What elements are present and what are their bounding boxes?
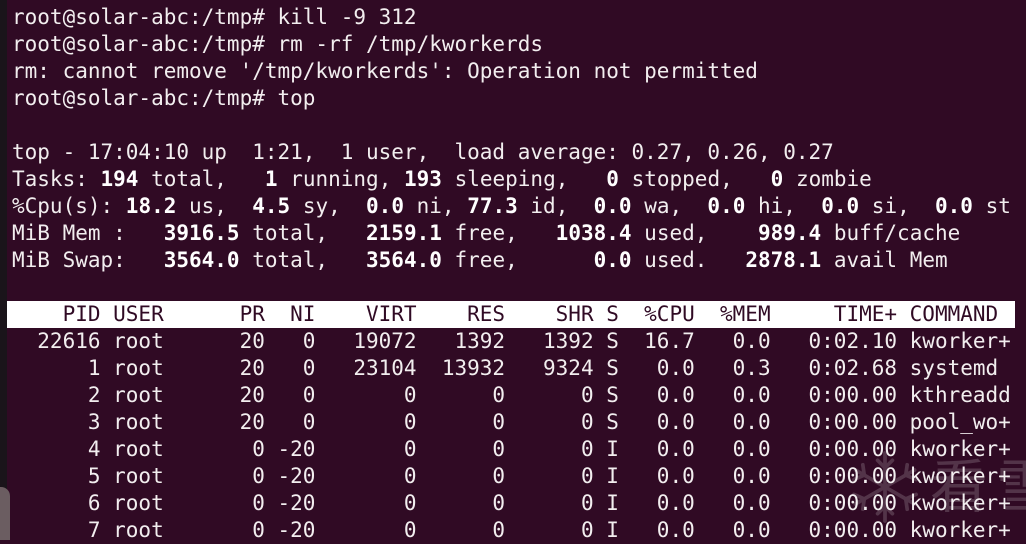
terminal-text: 4 root 0 -20 0 0 0 I 0.0 0.0 0:00.00 kwo… [12, 437, 1011, 461]
terminal-text-bold: 193 [403, 167, 442, 191]
terminal-line: 1 root 20 0 23104 13932 9324 S 0.0 0.3 0… [12, 355, 1026, 382]
terminal-line: root@solar-abc:/tmp# top [12, 85, 1026, 112]
terminal-text-bold: 989.4 [757, 221, 822, 245]
terminal-text-bold: 2159.1 [366, 221, 442, 245]
terminal-text: 1 root 20 0 23104 13932 9324 S 0.0 0.3 0… [12, 356, 999, 380]
terminal-line [12, 112, 1026, 139]
terminal-text-bold: 2878.1 [745, 248, 822, 272]
terminal-line: rm: cannot remove '/tmp/kworkerds': Oper… [12, 58, 1026, 85]
process-table-header-row: PID USER PR NI VIRT RES SHR S %CPU %MEM … [7, 301, 1015, 328]
terminal-line: MiB Mem : 3916.5 total, 2159.1 free, 103… [12, 220, 1026, 247]
terminal-text: Tasks: [12, 167, 101, 191]
terminal-text-bold: 4.5 [252, 194, 291, 218]
terminal-text: stopped, [618, 167, 771, 191]
terminal-line: 5 root 0 -20 0 0 0 I 0.0 0.0 0:00.00 kwo… [12, 463, 1026, 490]
terminal-text: 7 root 0 -20 0 0 0 I 0.0 0.0 0:00.00 kwo… [12, 518, 1011, 542]
terminal-text: si, [859, 194, 936, 218]
terminal-text: %Cpu(s): [12, 194, 126, 218]
terminal-text: root@solar-abc:/tmp# kill -9 312 [12, 5, 417, 29]
terminal-text: id, [517, 194, 594, 218]
terminal-text: 2 root 20 0 0 0 0 S 0.0 0.0 0:00.00 kthr… [12, 383, 1011, 407]
terminal-text: total, [239, 221, 367, 245]
terminal-text-bold: 0.0 [935, 194, 973, 218]
terminal-text-bold: 3916.5 [163, 221, 240, 245]
terminal-text-bold: 0.0 [707, 194, 746, 218]
terminal-text: ni, [403, 194, 468, 218]
window-edge-strip [0, 0, 7, 540]
terminal-text: wa, [631, 194, 708, 218]
terminal-text-bold: 18.2 [125, 194, 177, 218]
terminal-line: root@solar-abc:/tmp# kill -9 312 [12, 4, 1026, 31]
terminal-line: %Cpu(s): 18.2 us, 4.5 sy, 0.0 ni, 77.3 i… [12, 193, 1026, 220]
terminal-text: avail Mem [821, 248, 948, 272]
terminal-line: 4 root 0 -20 0 0 0 I 0.0 0.0 0:00.00 kwo… [12, 436, 1026, 463]
terminal-text: top - 17:04:10 up 1:21, 1 user, load ave… [12, 140, 834, 164]
terminal-text-bold: 0.0 [593, 248, 632, 272]
terminal-text-bold: 194 [100, 167, 139, 191]
background-window-corner [0, 487, 10, 540]
terminal-text: zombie [783, 167, 872, 191]
terminal-text-bold: 0.0 [366, 194, 404, 218]
terminal-text: PID USER PR NI VIRT RES SHR S %CPU %MEM … [12, 302, 1011, 326]
terminal-text: total, [138, 167, 265, 191]
terminal-text: running, [277, 167, 404, 191]
terminal-text: used. [631, 248, 746, 272]
terminal-text: 6 root 0 -20 0 0 0 I 0.0 0.0 0:00.00 kwo… [12, 491, 1011, 515]
terminal-text-bold: 0.0 [593, 194, 632, 218]
terminal-text: 3 root 20 0 0 0 0 S 0.0 0.0 0:00.00 pool… [12, 410, 1011, 434]
terminal-line: 7 root 0 -20 0 0 0 I 0.0 0.0 0:00.00 kwo… [12, 517, 1026, 544]
terminal-line: 3 root 20 0 0 0 0 S 0.0 0.0 0:00.00 pool… [12, 409, 1026, 436]
terminal-text: rm: cannot remove '/tmp/kworkerds': Oper… [12, 59, 758, 83]
terminal-line: root@solar-abc:/tmp# rm -rf /tmp/kworker… [12, 31, 1026, 58]
terminal-text: used, [631, 221, 758, 245]
terminal-text: us, [176, 194, 253, 218]
terminal-text: hi, [745, 194, 822, 218]
terminal-text-bold: 77.3 [467, 194, 518, 218]
terminal-text: MiB Mem : [12, 221, 164, 245]
terminal-text: free, [441, 248, 594, 272]
terminal-text-bold: 0 [606, 167, 619, 191]
terminal-text: 22616 root 20 0 19072 1392 1392 S 16.7 0… [12, 329, 1011, 353]
terminal-line [12, 274, 1026, 301]
terminal-text: st [972, 194, 1011, 218]
terminal-line: Tasks: 194 total, 1 running, 193 sleepin… [12, 166, 1026, 193]
terminal-text-bold: 3564.0 [366, 248, 442, 272]
terminal-text: root@solar-abc:/tmp# rm -rf /tmp/kworker… [12, 32, 544, 56]
terminal-text: MiB Swap: [12, 248, 164, 272]
terminal-line: MiB Swap: 3564.0 total, 3564.0 free, 0.0… [12, 247, 1026, 274]
terminal-text: free, [441, 221, 556, 245]
terminal-text: total, [239, 248, 367, 272]
terminal-text-bold: 0.0 [821, 194, 860, 218]
terminal-text: root@solar-abc:/tmp# top [12, 86, 316, 110]
terminal-text-bold: 3564.0 [163, 248, 240, 272]
terminal-text-bold: 0 [770, 167, 784, 191]
terminal-line: 2 root 20 0 0 0 0 S 0.0 0.0 0:00.00 kthr… [12, 382, 1026, 409]
terminal-text: 5 root 0 -20 0 0 0 I 0.0 0.0 0:00.00 kwo… [12, 464, 1011, 488]
terminal-line: 22616 root 20 0 19072 1392 1392 S 16.7 0… [12, 328, 1026, 355]
terminal-text-bold: 1 [264, 167, 278, 191]
terminal-text-bold: 1038.4 [555, 221, 632, 245]
terminal-text: buff/cache [821, 221, 961, 245]
terminal-line: top - 17:04:10 up 1:21, 1 user, load ave… [12, 139, 1026, 166]
terminal-text: sleeping, [441, 167, 607, 191]
terminal-text: sy, [290, 194, 367, 218]
terminal-line: 6 root 0 -20 0 0 0 I 0.0 0.0 0:00.00 kwo… [12, 490, 1026, 517]
